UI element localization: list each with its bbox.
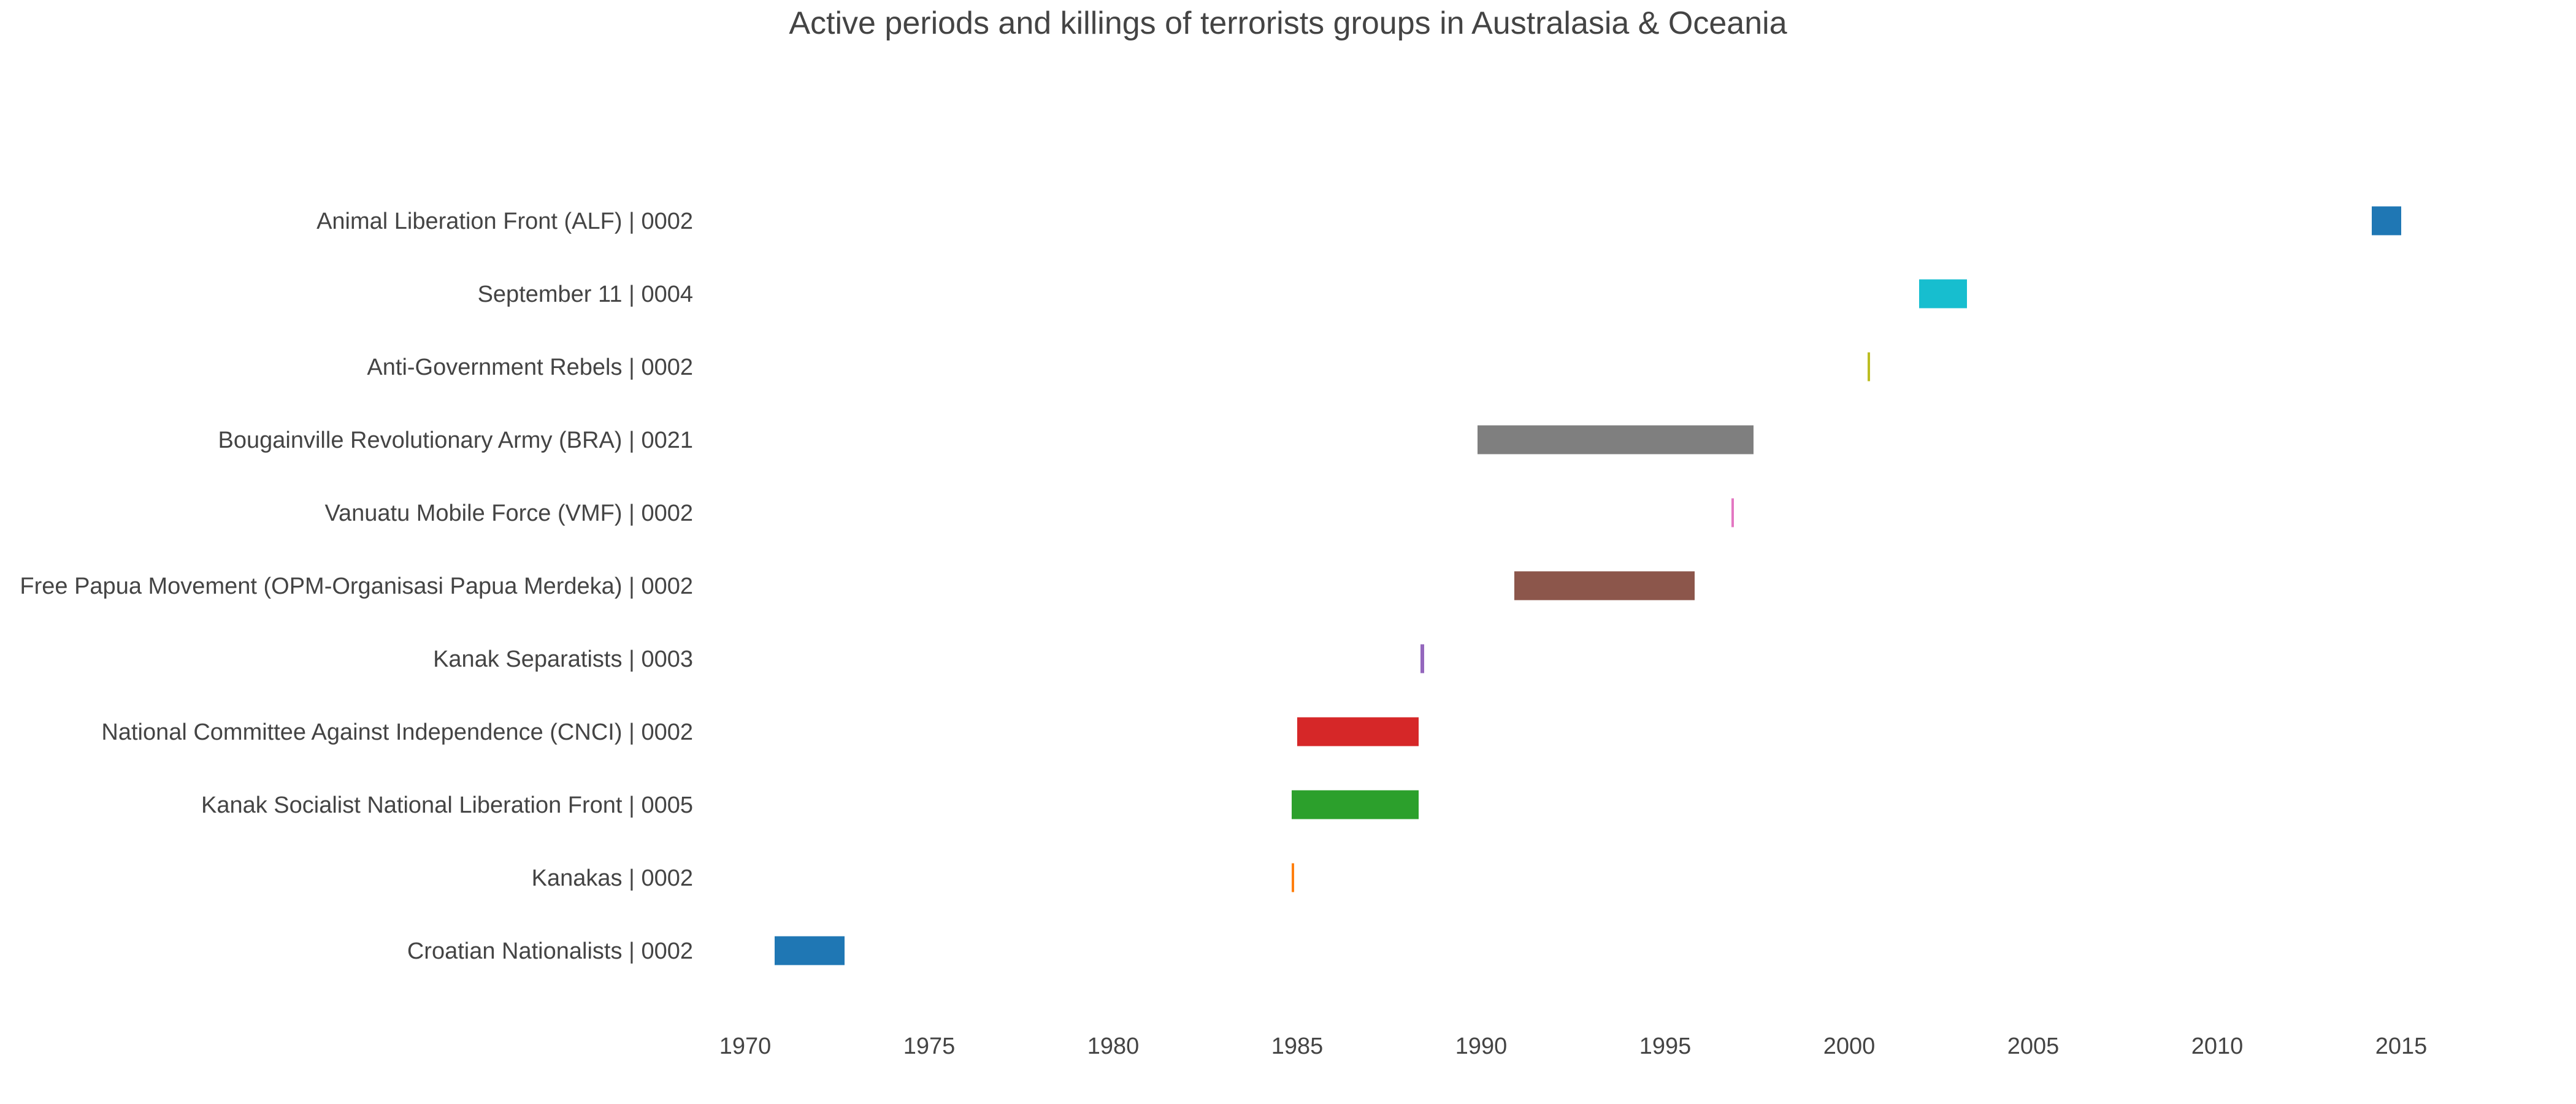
- active-period-bar[interactable]: [1868, 352, 1870, 381]
- group-label: Vanuatu Mobile Force (VMF) | 0002: [324, 500, 693, 526]
- x-tick-label: 1975: [903, 1033, 956, 1059]
- group-label: National Committee Against Independence …: [101, 719, 693, 745]
- group-label: Animal Liberation Front (ALF) | 0002: [316, 209, 693, 234]
- group-label: Kanak Separatists | 0003: [433, 646, 693, 672]
- active-period-bar[interactable]: [775, 936, 845, 965]
- group-label: Kanak Socialist National Liberation Fron…: [201, 792, 693, 818]
- group-label: Kanakas | 0002: [532, 865, 693, 891]
- active-period-bar[interactable]: [1292, 863, 1294, 892]
- active-period-bar[interactable]: [1420, 644, 1424, 673]
- chart-title: Active periods and killings of terrorist…: [789, 6, 1787, 41]
- group-label: Anti-Government Rebels | 0002: [367, 355, 693, 380]
- active-period-bar[interactable]: [1731, 498, 1734, 527]
- active-period-bar[interactable]: [1297, 717, 1419, 746]
- x-tick-label: 2000: [1823, 1033, 1876, 1059]
- group-label: Bougainville Revolutionary Army (BRA) | …: [218, 427, 693, 453]
- x-tick-label: 1985: [1271, 1033, 1324, 1059]
- x-tick-label: 2005: [2007, 1033, 2060, 1059]
- active-period-bar[interactable]: [2372, 206, 2401, 236]
- active-period-bar[interactable]: [1919, 279, 1967, 309]
- x-tick-label: 2010: [2191, 1033, 2244, 1059]
- x-tick-label: 2015: [2375, 1033, 2428, 1059]
- x-tick-label: 1990: [1455, 1033, 1508, 1059]
- group-label: Croatian Nationalists | 0002: [407, 938, 693, 964]
- active-period-bar[interactable]: [1478, 425, 1754, 454]
- x-tick-label: 1995: [1639, 1033, 1692, 1059]
- x-tick-label: 1980: [1087, 1033, 1140, 1059]
- group-label: Free Papua Movement (OPM-Organisasi Papu…: [20, 573, 693, 599]
- active-period-bar[interactable]: [1292, 790, 1419, 819]
- active-period-bar[interactable]: [1514, 571, 1695, 600]
- x-tick-label: 1970: [719, 1033, 772, 1059]
- group-label: September 11 | 0004: [478, 282, 693, 307]
